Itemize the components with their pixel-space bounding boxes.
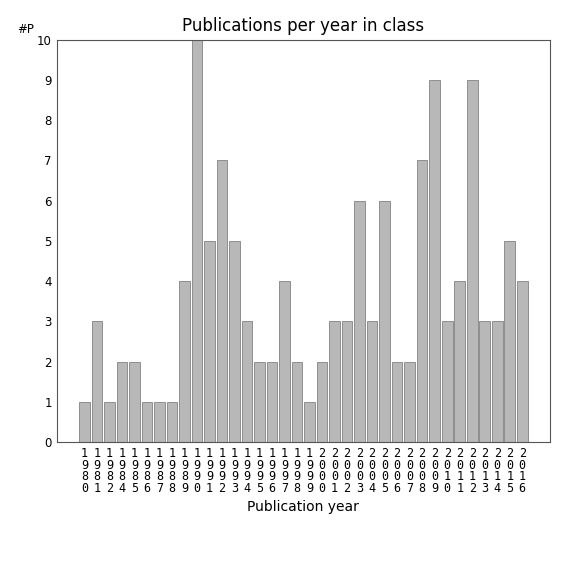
Bar [329,321,340,442]
Bar [204,241,215,442]
Bar [379,201,390,442]
Bar [480,321,490,442]
Bar [354,201,365,442]
Bar [242,321,252,442]
X-axis label: Publication year: Publication year [247,500,359,514]
Bar [342,321,353,442]
Title: Publications per year in class: Publications per year in class [182,18,425,35]
Bar [142,402,153,442]
Bar [429,80,440,442]
Bar [79,402,90,442]
Bar [492,321,502,442]
Bar [505,241,515,442]
Bar [517,281,527,442]
Bar [454,281,465,442]
Bar [217,160,227,442]
Bar [167,402,177,442]
Bar [266,362,277,442]
Bar [292,362,302,442]
Bar [154,402,165,442]
Bar [404,362,415,442]
Bar [317,362,327,442]
Bar [367,321,378,442]
Bar [417,160,428,442]
Bar [229,241,240,442]
Bar [92,321,102,442]
Text: #P: #P [17,23,34,36]
Bar [129,362,140,442]
Bar [117,362,127,442]
Bar [280,281,290,442]
Bar [392,362,403,442]
Bar [304,402,315,442]
Bar [254,362,265,442]
Bar [192,40,202,442]
Bar [442,321,452,442]
Bar [104,402,115,442]
Bar [179,281,190,442]
Bar [467,80,477,442]
